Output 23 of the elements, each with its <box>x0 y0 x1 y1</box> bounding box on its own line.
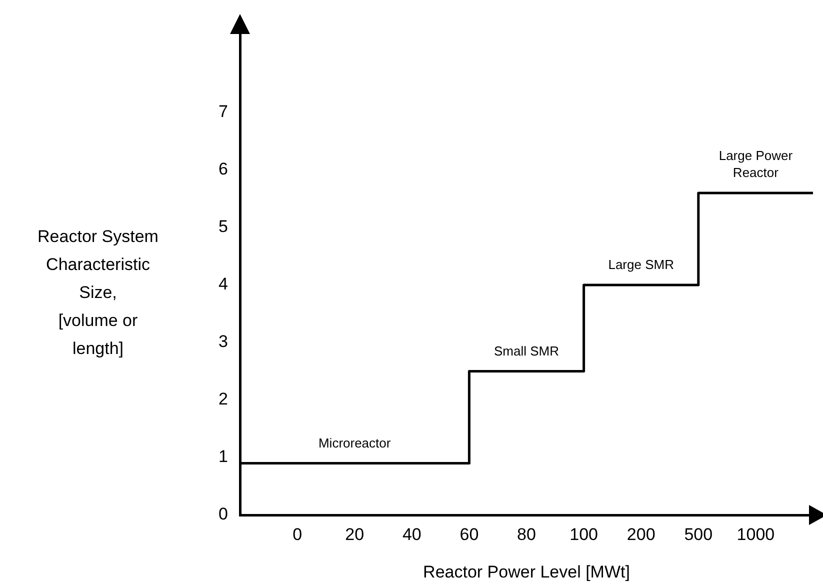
annotation: Microreactor <box>318 435 392 450</box>
annotation: Large SMR <box>608 257 674 272</box>
x-tick-label: 40 <box>402 524 422 544</box>
x-tick-label: 500 <box>684 524 713 544</box>
x-tick-label: 20 <box>345 524 364 544</box>
x-tick-label: 100 <box>570 524 598 544</box>
y-tick-label: 5 <box>218 217 228 236</box>
annotation: Large Power Reactor <box>718 148 794 180</box>
x-tick-label: 80 <box>517 524 536 544</box>
x-tick-label: 60 <box>460 524 479 544</box>
x-tick-label: 200 <box>626 524 656 544</box>
y-axis-title: Reactor System Characteristic Size, [volume or length] <box>38 227 158 358</box>
y-tick-label: 7 <box>218 102 228 122</box>
y-tick-label: 4 <box>218 274 228 294</box>
y-tick-label: 3 <box>218 332 228 352</box>
x-axis-title: Reactor Power Level [MWt] <box>423 562 630 582</box>
x-tick-label: 1000 <box>736 524 775 544</box>
annotation: Small SMR <box>494 343 560 358</box>
y-tick-label: 1 <box>218 447 228 466</box>
x-tick-label: 0 <box>292 524 302 544</box>
y-tick-label: 2 <box>218 390 228 409</box>
y-tick-label: 6 <box>218 160 228 179</box>
y-tick-label: 0 <box>218 504 228 524</box>
